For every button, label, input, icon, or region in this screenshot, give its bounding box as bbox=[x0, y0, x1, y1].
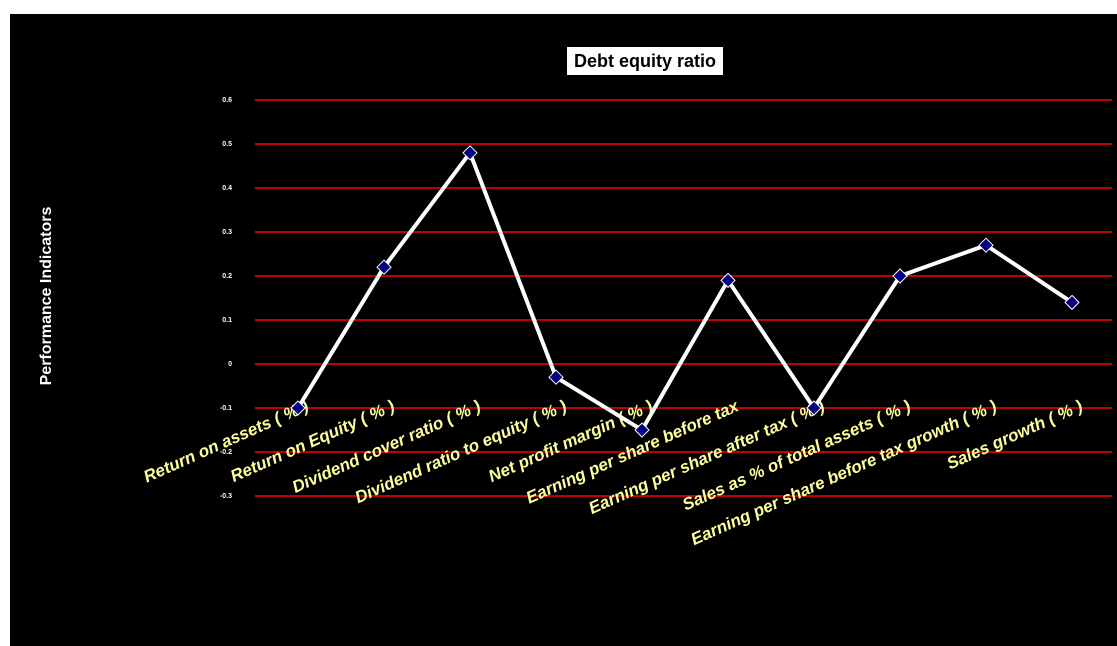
y-tick-label: 0.4 bbox=[222, 185, 232, 192]
data-point bbox=[720, 272, 736, 289]
chart-title: Debt equity ratio bbox=[574, 51, 716, 71]
y-tick-label: 0.6 bbox=[222, 97, 232, 104]
y-axis-title: Performance Indicators bbox=[38, 207, 55, 386]
y-tick-label: -0.3 bbox=[220, 493, 232, 500]
y-tick-label: -0.2 bbox=[220, 449, 232, 456]
data-point bbox=[376, 259, 392, 275]
data-point bbox=[978, 237, 994, 253]
title-box bbox=[567, 47, 723, 75]
data-point bbox=[548, 369, 564, 385]
y-tick-label: 0.1 bbox=[222, 317, 232, 324]
data-point bbox=[462, 145, 478, 161]
data-point bbox=[290, 400, 306, 416]
y-tick-label: -0.1 bbox=[220, 405, 232, 412]
data-point bbox=[892, 268, 908, 284]
series-line bbox=[296, 150, 1074, 432]
data-point bbox=[634, 422, 650, 438]
y-tick-label: 0.3 bbox=[222, 229, 232, 236]
chart-background bbox=[10, 14, 1117, 646]
data-point bbox=[1064, 294, 1080, 311]
y-tick-label: 0.2 bbox=[222, 273, 232, 280]
y-tick-label: 0.5 bbox=[222, 141, 232, 148]
data-point bbox=[806, 400, 822, 416]
y-tick-label: 0 bbox=[228, 361, 232, 368]
